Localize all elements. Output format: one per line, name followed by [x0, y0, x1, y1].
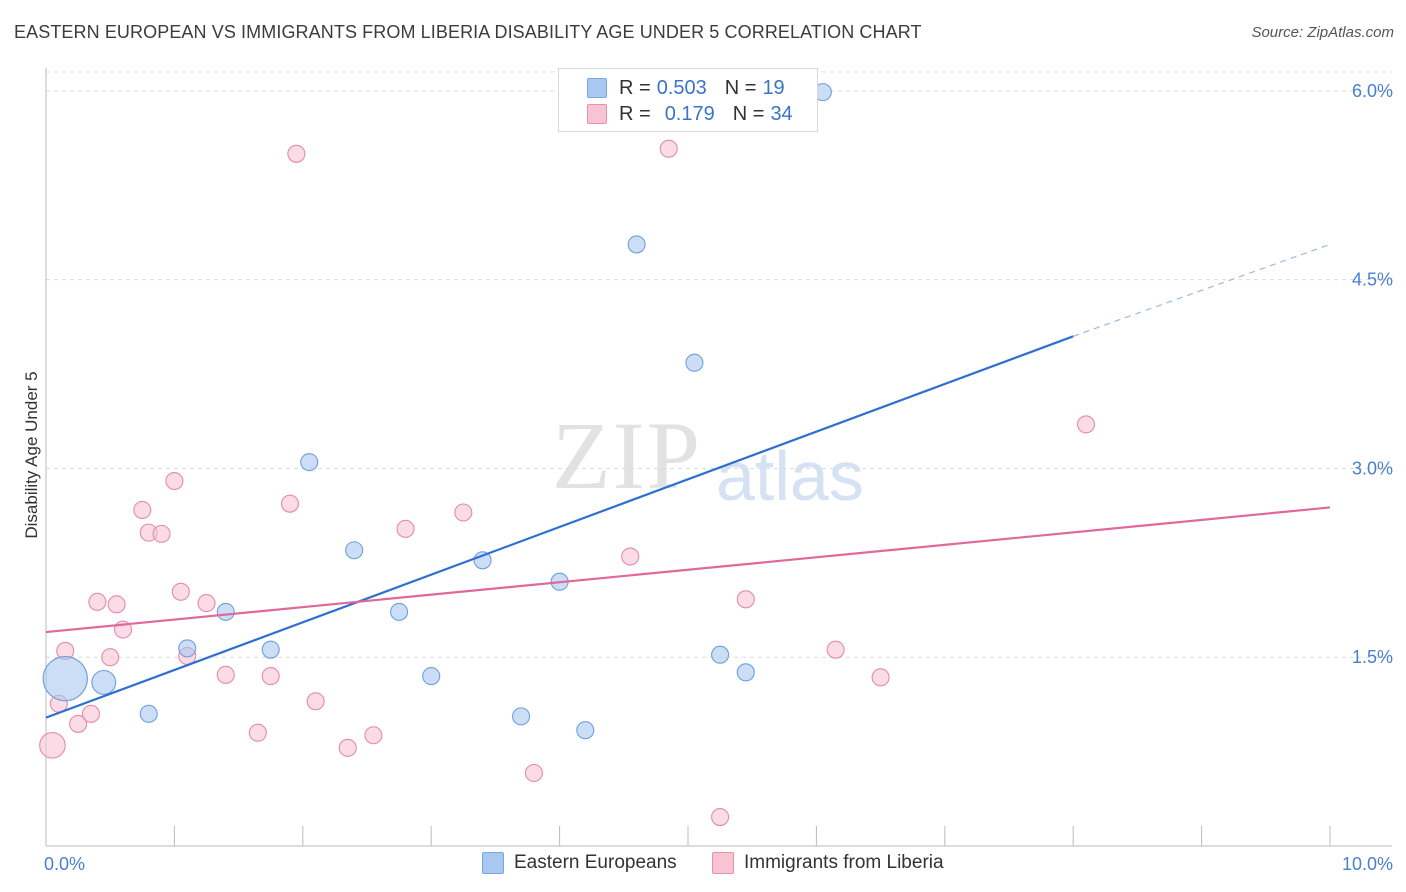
stats-legend: R = 0.503 N = 19 R = 0.179 N = 34 [558, 68, 818, 132]
liberia-point [287, 144, 306, 163]
eastern-europeans-point [390, 602, 409, 621]
x-tick-label: 10.0% [1342, 854, 1393, 874]
liberia-trend-line [45, 506, 1331, 634]
legend-item-label: Immigrants from Liberia [744, 852, 944, 873]
legend-r-value: 0.179 [664, 102, 715, 125]
eastern-europeans-point [261, 640, 280, 659]
legend-r-value: 0.503 [656, 76, 707, 99]
watermark-zip: ZIP [552, 402, 702, 509]
legend-swatch-blue [587, 78, 607, 98]
legend-n-value: 34 [770, 102, 793, 125]
y-tick-label: 6.0% [1352, 81, 1393, 101]
y-tick-label: 3.0% [1352, 458, 1393, 478]
legend-row-eastern-europeans: R = 0.503 N = 19 [587, 76, 785, 100]
legend-swatch-pink [587, 104, 607, 124]
legend-item-eastern-europeans: Eastern Europeans [482, 852, 677, 874]
liberia-point [216, 665, 235, 684]
series-legend: Eastern Europeans Immigrants from Liberi… [0, 852, 1406, 876]
eastern-europeans-point [512, 707, 531, 726]
liberia-point [364, 726, 383, 745]
eastern-europeans-point [711, 645, 730, 664]
tick-labels: 1.5% 3.0% 4.5% 6.0% 0.0% 10.0% [44, 81, 1393, 874]
liberia-point [306, 692, 325, 711]
legend-item-liberia: Immigrants from Liberia [712, 852, 944, 874]
liberia-point [152, 524, 171, 543]
liberia-point [197, 594, 216, 613]
eastern-europeans-point [300, 453, 319, 472]
legend-r-label: R = [619, 76, 651, 99]
liberia-point [261, 667, 280, 686]
eastern-europeans-point [178, 639, 197, 658]
liberia-point [248, 723, 267, 742]
eastern-europeans-point [576, 721, 595, 740]
legend-n-value: 19 [762, 76, 785, 99]
legend-n-label: N = [724, 76, 757, 99]
liberia-point [165, 471, 184, 491]
axes [45, 68, 1392, 847]
eastern-europeans-point [422, 667, 441, 686]
liberia-point [871, 668, 890, 687]
eastern-europeans-point [627, 235, 646, 254]
liberia-point [736, 590, 755, 609]
source-label: Source: ZipAtlas.com [1251, 24, 1394, 41]
liberia-point [396, 519, 415, 538]
liberia-point [133, 500, 152, 520]
data-points [39, 83, 1096, 827]
x-tick-label: 0.0% [44, 854, 85, 874]
liberia-point [524, 763, 543, 783]
liberia-point [280, 494, 300, 513]
chart-title: EASTERN EUROPEAN VS IMMIGRANTS FROM LIBE… [14, 22, 922, 42]
y-tick-label: 4.5% [1352, 270, 1393, 290]
liberia-point [659, 139, 678, 158]
grid-lines [46, 71, 1392, 658]
legend-row-liberia: R = 0.179 N = 34 [587, 102, 793, 126]
eastern-europeans-point [91, 669, 117, 695]
legend-swatch-pink [712, 852, 734, 874]
liberia-point [338, 738, 357, 757]
liberia-point [88, 592, 107, 611]
trend-lines [45, 243, 1331, 719]
liberia-point [621, 547, 640, 566]
eastern-europeans-trend-extension [1072, 243, 1331, 337]
eastern-europeans-point [685, 353, 704, 372]
liberia-point [711, 808, 730, 827]
eastern-europeans-point [216, 602, 235, 621]
y-tick-label: 1.5% [1352, 647, 1393, 667]
legend-n-label: N = [732, 102, 765, 125]
liberia-point [171, 582, 190, 601]
legend-item-label: Eastern Europeans [514, 852, 677, 873]
eastern-europeans-point [42, 655, 88, 702]
liberia-point [81, 704, 100, 723]
watermark-atlas: atlas [716, 437, 864, 515]
liberia-point [39, 732, 66, 759]
eastern-europeans-point [139, 704, 158, 723]
eastern-europeans-point [345, 541, 364, 560]
legend-swatch-blue [482, 852, 504, 874]
liberia-point [107, 595, 126, 614]
eastern-europeans-trend-line [45, 335, 1074, 719]
eastern-europeans-point [736, 663, 755, 682]
liberia-point [454, 503, 473, 522]
liberia-point [826, 640, 845, 659]
legend-r-label: R = [619, 102, 651, 125]
liberia-point [101, 648, 120, 667]
liberia-point [1076, 415, 1096, 434]
liberia-point [69, 714, 88, 733]
